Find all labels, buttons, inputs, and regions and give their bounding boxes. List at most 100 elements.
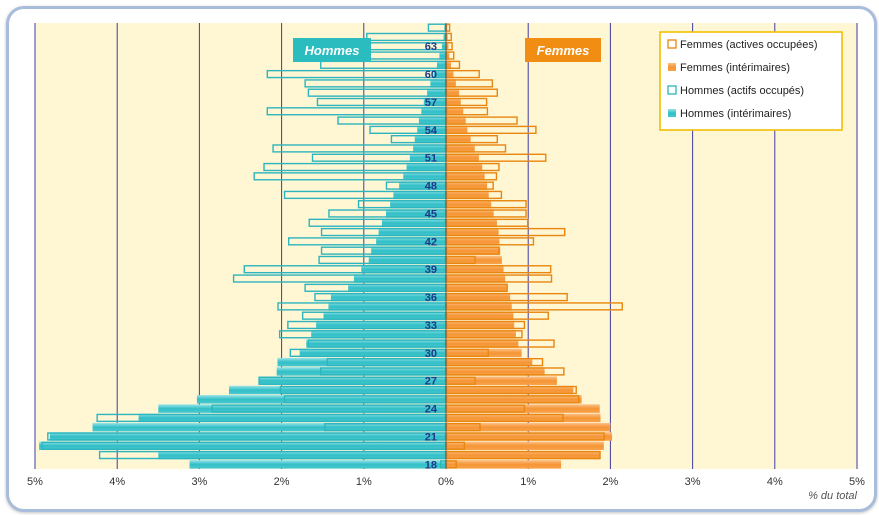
femmes-label-text: Femmes — [537, 43, 590, 58]
hommes-interimaires-bar — [316, 320, 446, 330]
femmes-interimaires-bar — [446, 264, 504, 274]
femmes-interimaires-bar — [446, 357, 533, 367]
femmes-interimaires-bar — [446, 320, 515, 330]
legend-entry: Femmes (actives occupées) — [680, 39, 818, 51]
age-tick-labels: 18 21 24 27 30 33 36 39 42 45 48 51 54 57 60 63 — [425, 41, 438, 471]
hommes-interimaires-bar — [348, 283, 446, 293]
hommes-interimaires-bar — [390, 199, 446, 209]
femmes-interimaires-bar — [446, 116, 466, 125]
hommes-interimaires-bar — [436, 60, 446, 70]
x-tick-label: 3% — [191, 476, 207, 488]
x-axis-label: % du total — [808, 490, 857, 502]
chart-frame: 18 21 24 27 30 33 36 39 42 45 48 51 54 57 60 63 5% 4% 3% 2… — [6, 6, 877, 512]
femmes-interimaires-bar — [446, 153, 479, 162]
hommes-interimaires-bar — [328, 302, 446, 311]
population-pyramid-chart: 18 21 24 27 30 33 36 39 42 45 48 51 54 57 60 63 5% 4% 3% 2… — [27, 23, 865, 502]
femmes-interimaires-bar — [446, 311, 514, 320]
femmes-interimaires-bar — [446, 376, 557, 385]
femmes-interimaires-bar — [446, 51, 450, 60]
age-tick-label: 42 — [425, 236, 437, 248]
hommes-interimaires-bar — [138, 413, 446, 423]
hommes-interimaires-bar — [196, 395, 446, 404]
femmes-interimaires-bar — [446, 209, 494, 218]
femmes-interimaires-bar — [446, 404, 600, 413]
x-tick-label: 4% — [109, 476, 125, 488]
hommes-interimaires-bar — [406, 162, 446, 172]
age-tick-label: 63 — [425, 41, 437, 53]
legend-entry: Hommes (actifs occupés) — [680, 85, 804, 97]
femmes-interimaires-bar — [446, 330, 516, 339]
hommes-interimaires-bar — [423, 97, 446, 107]
femmes-interimaires-bar — [446, 460, 562, 469]
hommes-interimaires-bar — [276, 367, 446, 376]
hommes-interimaires-bar — [361, 264, 446, 274]
hommes-interimaires-bar — [399, 181, 446, 190]
hommes-interimaires-bar — [158, 404, 447, 413]
hommes-interimaires-bar — [439, 51, 446, 60]
femmes-interimaires-bar — [446, 199, 492, 209]
femmes-interimaires-bar — [446, 274, 506, 283]
hommes-interimaires-bar — [158, 450, 447, 460]
x-tick-label: 5% — [849, 476, 865, 488]
femmes-interimaires-bar — [446, 172, 485, 181]
femmes-interimaires-bar — [446, 190, 489, 200]
hommes-interimaires-bar — [393, 190, 446, 200]
femmes-interimaires-bar — [446, 88, 460, 97]
hommes-interimaires-bars — [39, 23, 447, 469]
age-tick-label: 51 — [425, 153, 437, 165]
hommes-interimaires-bar — [376, 237, 446, 246]
hommes-interimaires-bar — [189, 460, 446, 469]
femmes-interimaires-bars — [446, 23, 613, 469]
hommes-interimaires-bar — [427, 88, 446, 97]
femmes-interimaires-bar — [446, 450, 601, 460]
x-tick-label: 1% — [356, 476, 372, 488]
hommes-interimaires-bar — [403, 172, 446, 181]
age-tick-label: 60 — [425, 69, 437, 81]
hommes-interimaires-bar — [433, 69, 446, 79]
age-tick-label: 21 — [425, 431, 437, 443]
femmes-interimaires-bar — [446, 107, 464, 116]
age-tick-label: 27 — [425, 376, 437, 388]
hommes-interimaires-bar — [49, 432, 447, 441]
hommes-interimaires-bar — [353, 274, 446, 283]
age-tick-label: 36 — [425, 292, 437, 304]
femmes-interimaires-bar — [446, 60, 451, 70]
hommes-interimaires-bar — [430, 79, 446, 88]
femmes-interimaires-bar — [446, 79, 456, 88]
hommes-interimaires-bar — [417, 125, 446, 135]
age-tick-label: 39 — [425, 264, 437, 276]
femmes-interimaires-bar — [446, 181, 488, 190]
femmes-interimaires-bar — [446, 283, 507, 293]
legend-entry: Hommes (intérimaires) — [680, 108, 791, 120]
hommes-interimaires-bar — [306, 339, 446, 348]
femmes-interimaires-bar — [446, 385, 574, 395]
x-tick-label: 1% — [520, 476, 536, 488]
hommes-interimaires-bar — [381, 218, 446, 228]
hommes-interimaires-bar — [39, 441, 447, 451]
legend: Femmes (actives occupées) Femmes (intérim… — [659, 31, 843, 131]
hommes-interimaires-bar — [299, 348, 446, 358]
hommes-interimaires-bar — [443, 32, 446, 42]
hommes-interimaires-bar — [385, 209, 446, 218]
femmes-interimaires-bar — [446, 432, 613, 441]
hommes-label-text: Hommes — [305, 43, 360, 58]
femmes-interimaires-bar — [446, 422, 611, 432]
femmes-interimaires-bar — [446, 125, 468, 135]
age-tick-label: 30 — [425, 348, 437, 360]
hommes-interimaires-bar — [368, 255, 446, 265]
hommes-interimaires-bar — [277, 357, 446, 367]
hommes-label: Hommes — [293, 38, 371, 62]
legend-swatch — [668, 109, 676, 117]
x-tick-label: 0% — [438, 476, 454, 488]
hommes-interimaires-bar — [409, 153, 446, 162]
x-tick-labels: 5% 4% 3% 2% 1% 0% 1% 2% 3% 4% 5% — [27, 476, 865, 488]
femmes-interimaires-bar — [446, 339, 519, 348]
hommes-interimaires-bar — [92, 422, 446, 432]
femmes-interimaires-bar — [446, 367, 545, 376]
femmes-interimaires-bar — [446, 218, 497, 228]
x-tick-label: 2% — [274, 476, 290, 488]
age-tick-label: 54 — [425, 125, 438, 137]
hommes-interimaires-bar — [330, 292, 446, 302]
age-tick-label: 45 — [425, 208, 437, 220]
legend-swatch — [667, 85, 677, 95]
